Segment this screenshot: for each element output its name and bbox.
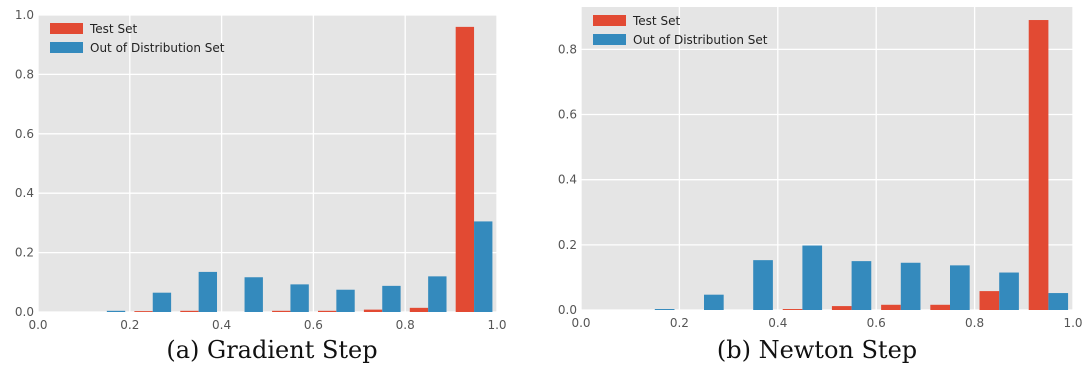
y-tick-label: 0.0 xyxy=(15,305,34,319)
bar-test-set xyxy=(363,309,383,312)
y-tick-label: 0.2 xyxy=(15,246,34,260)
x-tick-label: 0.8 xyxy=(396,318,415,330)
bar-ood-set xyxy=(753,260,773,310)
bar-test-set xyxy=(979,291,1000,310)
bar-ood-set xyxy=(382,285,401,312)
bar-test-set xyxy=(134,311,153,312)
bar-test-set xyxy=(831,306,852,310)
bar-test-set xyxy=(782,309,803,310)
x-tick-label: 0.2 xyxy=(120,318,139,330)
x-tick-label: 1.0 xyxy=(1063,316,1082,330)
y-tick-label: 0.6 xyxy=(558,108,577,122)
x-tick-label: 0.2 xyxy=(670,316,689,330)
caption-gradient-step: (a) Gradient Step xyxy=(166,336,378,364)
bar-ood-set xyxy=(152,292,172,312)
plot-area xyxy=(38,15,497,312)
chart-newton-step: 0.0 0.2 0.4 0.6 0.8 1.0 0.0 0.2 0.4 0.6 0.8 Test Se… xyxy=(558,7,1083,330)
x-tick-label: 0.4 xyxy=(212,318,231,330)
plot-area xyxy=(581,7,1073,310)
legend-label-test-set: Test Set xyxy=(89,22,137,36)
legend-swatch-ood-set xyxy=(593,34,626,45)
legend: Test Set Out of Distribution Set xyxy=(593,14,768,47)
bar-ood-set xyxy=(474,221,493,312)
bar-ood-set xyxy=(106,310,126,312)
bar-test-set xyxy=(409,307,429,312)
y-tick-label: 0.0 xyxy=(558,303,577,317)
bar-test-set xyxy=(272,310,291,312)
chart-panel-gradient-step: 0.0 0.2 0.4 0.6 0.8 1.0 0.0 0.2 0.4 0.6 0.8 1.0 Test… xyxy=(0,0,544,390)
bar-ood-set xyxy=(900,262,921,310)
y-tick-label: 0.6 xyxy=(15,127,34,141)
bar-ood-set xyxy=(428,276,447,312)
y-tick-label: 1.0 xyxy=(15,8,34,22)
chart-gradient-step: 0.0 0.2 0.4 0.6 0.8 1.0 0.0 0.2 0.4 0.6 0.8 1.0 Test… xyxy=(15,8,507,330)
bar-ood-set xyxy=(999,272,1019,310)
bar-ood-set xyxy=(851,261,872,310)
bar-ood-set xyxy=(950,265,970,310)
bar-ood-set xyxy=(336,289,355,312)
x-tick-label: 0.6 xyxy=(304,318,323,330)
x-tick-label: 0.6 xyxy=(867,316,886,330)
legend-swatch-test-set xyxy=(593,15,626,26)
chart-panel-newton-step: 0.0 0.2 0.4 0.6 0.8 1.0 0.0 0.2 0.4 0.6 0.8 Test Se… xyxy=(545,0,1089,390)
legend-label-ood-set: Out of Distribution Set xyxy=(90,41,225,55)
y-tick-label: 0.4 xyxy=(15,186,34,200)
x-tick-label: 0.8 xyxy=(965,316,984,330)
x-tick-label: 0.0 xyxy=(28,318,47,330)
bar-ood-set xyxy=(244,277,263,312)
bar-ood-set xyxy=(198,271,218,312)
bar-test-set xyxy=(317,310,337,312)
bar-test-set xyxy=(1028,20,1049,310)
bar-test-set xyxy=(455,26,475,312)
bar-ood-set xyxy=(802,245,823,310)
bar-test-set xyxy=(881,304,901,310)
bar-test-set xyxy=(180,310,199,312)
y-tick-label: 0.8 xyxy=(15,67,34,81)
legend-swatch-ood-set xyxy=(50,42,83,53)
y-tick-label: 0.4 xyxy=(558,173,577,187)
caption-newton-step: (b) Newton Step xyxy=(716,336,918,364)
bar-ood-set xyxy=(290,284,309,312)
legend: Test Set Out of Distribution Set xyxy=(50,22,225,55)
legend-label-ood-set: Out of Distribution Set xyxy=(633,33,768,47)
bar-test-set xyxy=(930,304,950,310)
bar-ood-set xyxy=(654,309,675,310)
x-tick-label: 1.0 xyxy=(487,318,506,330)
legend-swatch-test-set xyxy=(50,23,83,34)
y-tick-label: 0.8 xyxy=(558,42,577,56)
bar-ood-set xyxy=(1048,293,1069,310)
y-tick-label: 0.2 xyxy=(558,238,577,252)
x-tick-label: 0.4 xyxy=(768,316,787,330)
x-tick-label: 0.0 xyxy=(571,316,590,330)
bar-ood-set xyxy=(704,294,724,310)
legend-label-test-set: Test Set xyxy=(632,14,680,28)
